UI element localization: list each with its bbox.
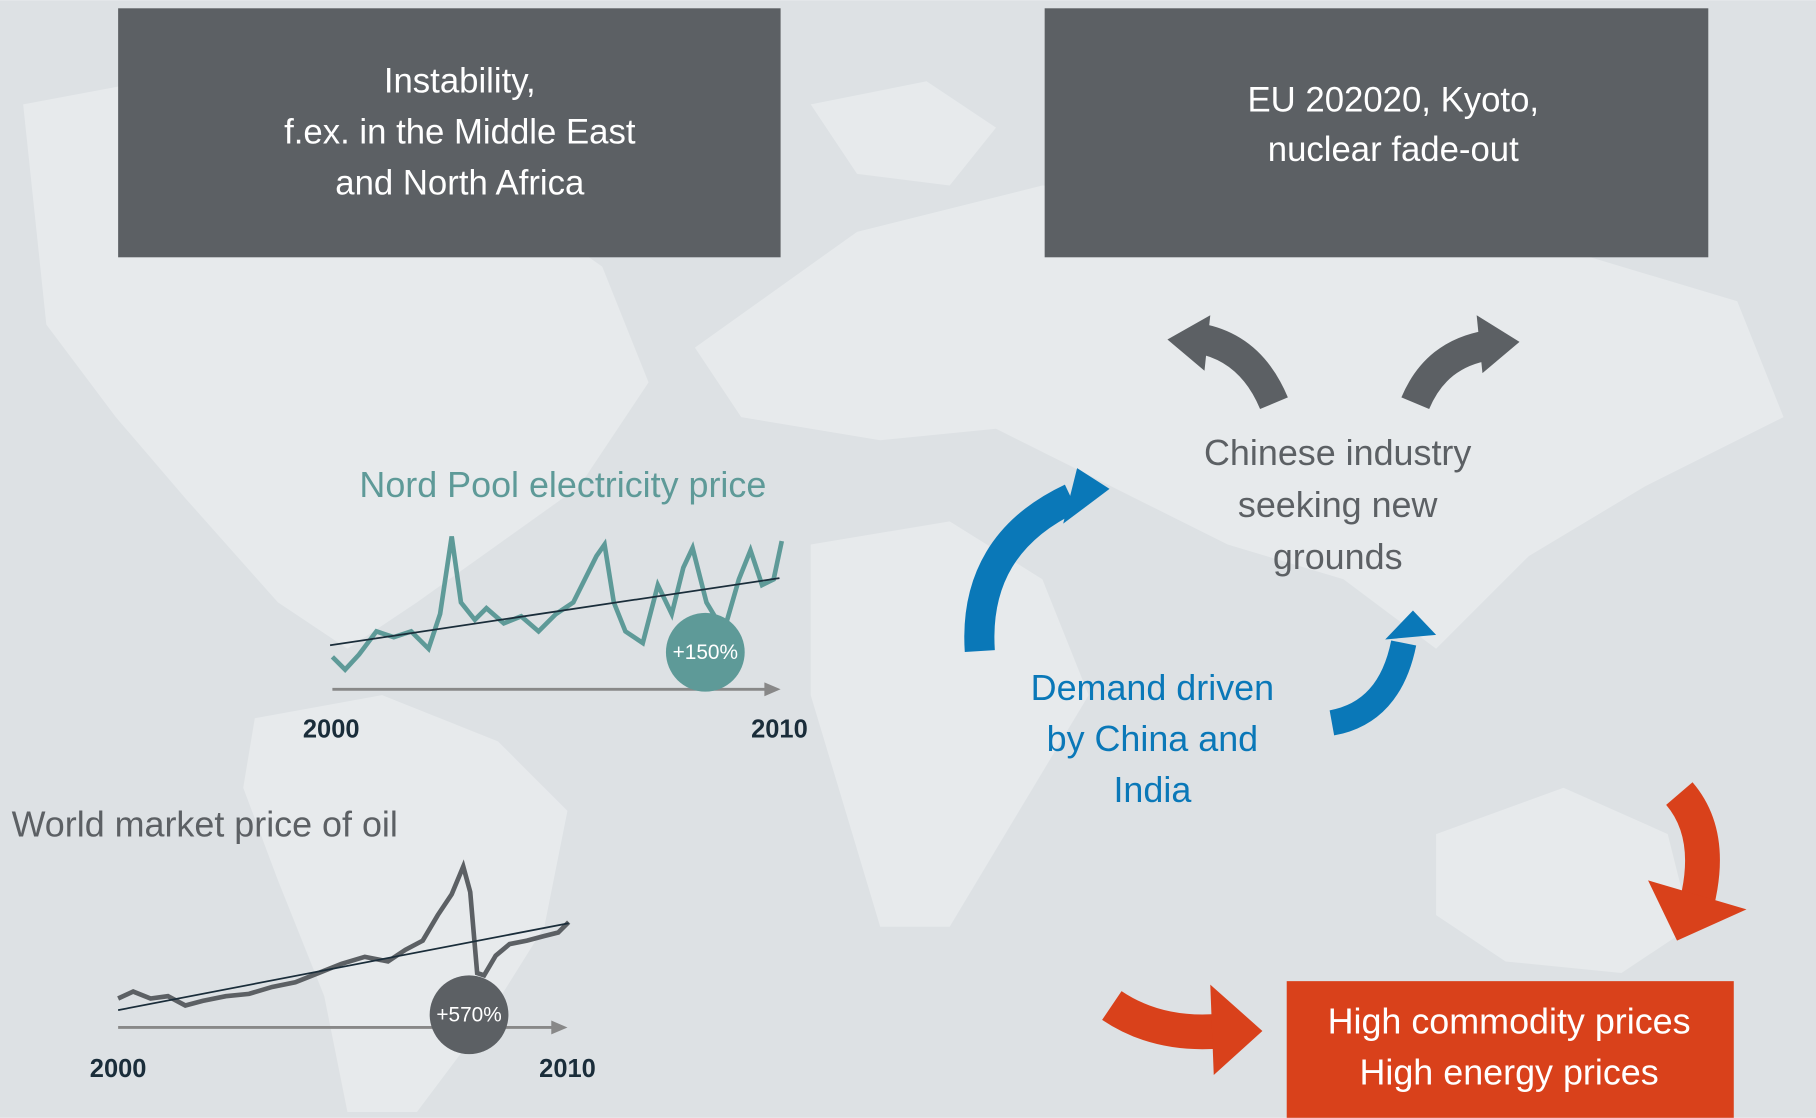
chart-title: World market price of oil [12,805,398,845]
info-box [1044,8,1709,258]
arrow [1401,330,1492,410]
arrow-head [1063,468,1110,524]
box-text: nuclear fade-out [1268,131,1519,169]
chart-title: Nord Pool electricity price [359,465,766,505]
end-year: 2010 [539,1055,596,1083]
info-box [118,8,781,258]
arrow-head [1167,315,1211,371]
trend-line [329,577,780,647]
result-box [1286,981,1734,1118]
china-text: seeking new [1238,485,1438,525]
change-badge [665,612,745,692]
arrow-head [1648,880,1747,941]
change-label: +570% [436,1003,501,1026]
axis-arrow [764,682,781,697]
box-text: f.ex. in the Middle East [284,114,636,152]
arrow-head [1210,984,1263,1075]
arrow-head [1476,315,1520,374]
demand-text: Demand driven [1031,668,1274,708]
box-text: and North Africa [335,165,585,203]
trend-line [117,922,569,1011]
result-text: High energy prices [1359,1052,1658,1092]
axis-arrow [551,1020,568,1035]
box-text: Instability, [384,63,536,101]
arrow [1195,323,1288,410]
demand-text: by China and [1047,719,1259,759]
arrow [964,484,1078,653]
end-year: 2010 [751,716,808,744]
arrow [1102,990,1224,1050]
change-badge [429,975,509,1055]
start-year: 2000 [90,1055,147,1083]
box-text: EU 202020, Kyoto, [1247,81,1539,119]
start-year: 2000 [303,716,360,744]
change-label: +150% [673,641,738,664]
demand-text: India [1113,770,1191,810]
china-text: Chinese industry [1204,433,1471,473]
arrow [1329,640,1417,736]
result-text: High commodity prices [1328,1001,1691,1041]
china-text: grounds [1273,537,1403,577]
arrow [1665,782,1720,908]
arrow-head [1385,610,1437,640]
